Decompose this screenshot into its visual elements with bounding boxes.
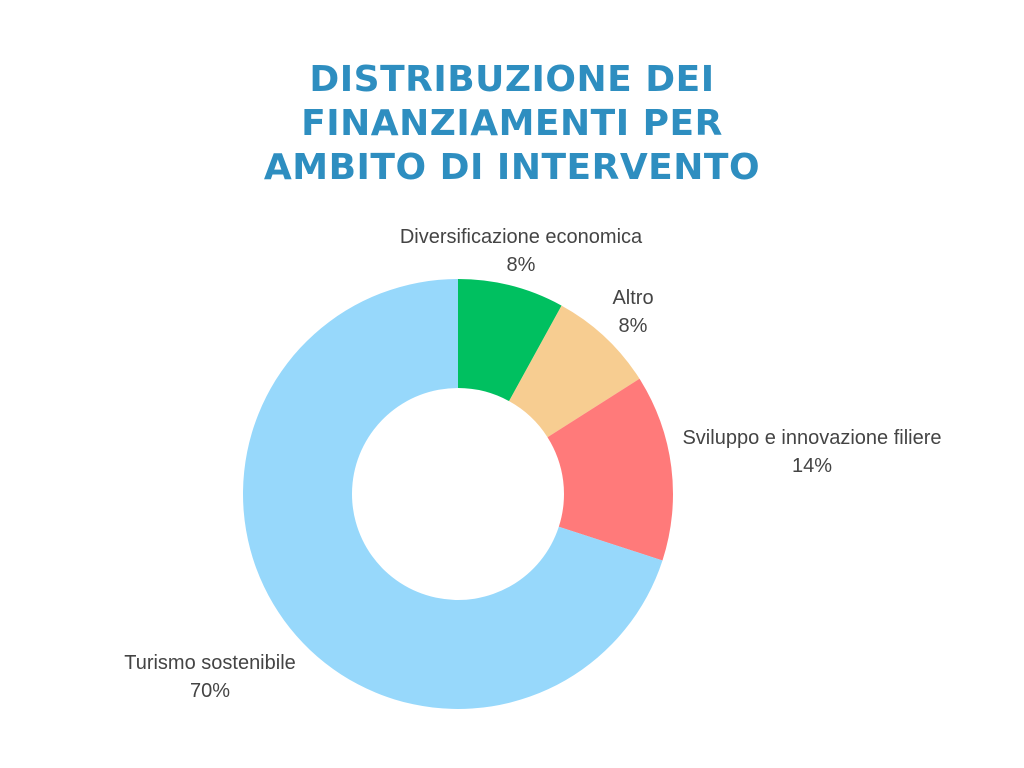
slice-altro	[509, 305, 640, 438]
slice-label-sviluppo-e-innovazione-filiere: Sviluppo e innovazione filiere	[682, 427, 941, 449]
slice-diversificazione-economica	[458, 279, 562, 402]
chart-title-line-3: AMBITO DI INTERVENTO	[263, 147, 761, 188]
slice-value-altro: 8%	[619, 315, 648, 337]
slice-value-sviluppo-e-innovazione-filiere: 14%	[792, 455, 832, 477]
donut-slices	[243, 279, 673, 709]
slice-labels: Diversificazione economica 8% Altro 8% Svilu…	[124, 226, 941, 702]
slice-sviluppo-e-innovazione-filiere	[547, 378, 673, 561]
slice-label-diversificazione-economica: Diversificazione economica	[400, 226, 643, 248]
slice-value-turismo-sostenibile: 70%	[190, 680, 230, 702]
slice-label-turismo-sostenibile: Turismo sostenibile	[124, 652, 296, 674]
chart-title-line-1: DISTRIBUZIONE DEI	[309, 59, 715, 100]
chart-title-line-2: FINANZIAMENTI PER	[301, 103, 723, 144]
slice-turismo-sostenibile	[243, 279, 663, 709]
chart-title: DISTRIBUZIONE DEI FINANZIAMENTI PER AMBI…	[0, 58, 1024, 190]
slice-label-altro: Altro	[612, 287, 653, 309]
slice-value-diversificazione-economica: 8%	[507, 254, 536, 276]
